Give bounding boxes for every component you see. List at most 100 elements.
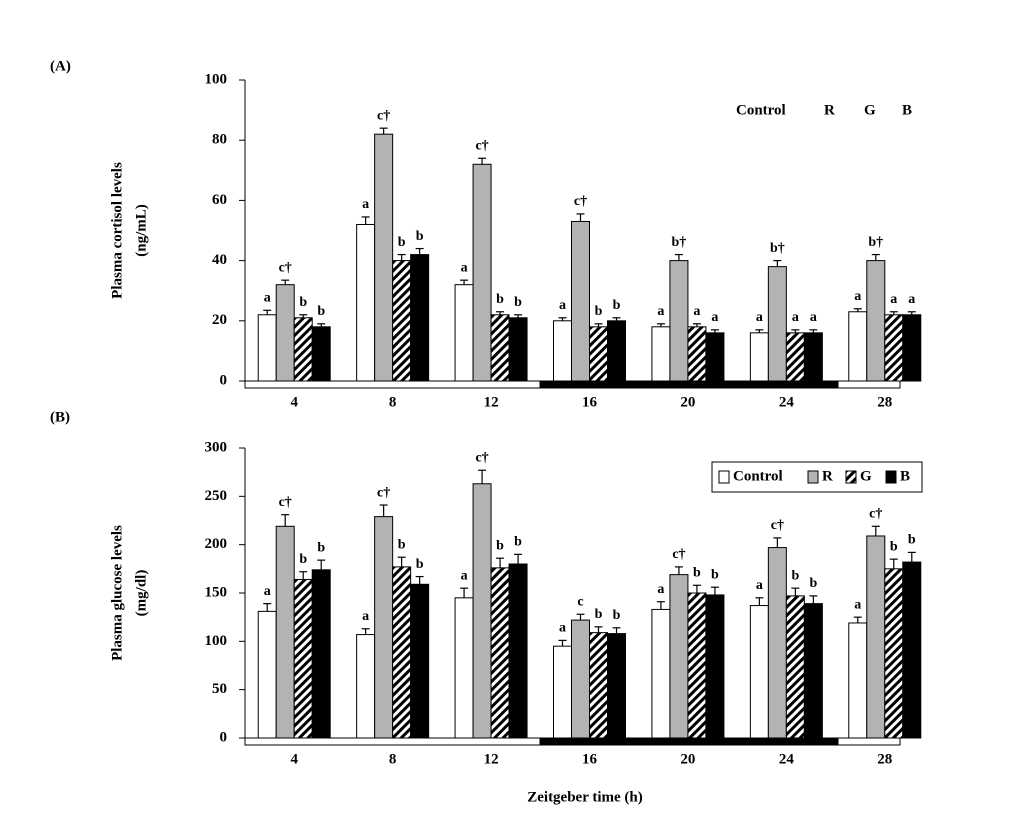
bar — [311, 569, 331, 739]
significance-label: a — [693, 304, 700, 319]
bar — [392, 260, 412, 382]
bar — [803, 603, 823, 739]
x-tick-label: 16 — [582, 751, 598, 767]
significance-label: a — [657, 582, 664, 597]
significance-label: a — [264, 290, 271, 305]
y-tick-label: 250 — [205, 488, 228, 504]
bar — [884, 568, 904, 739]
bar — [607, 633, 626, 739]
significance-label: b — [595, 304, 603, 319]
x-tick-label: 24 — [779, 751, 795, 767]
x-tick-label: 12 — [484, 394, 499, 410]
legend-label: Control — [736, 102, 786, 118]
legend-swatch — [718, 470, 730, 484]
significance-label: c† — [771, 518, 784, 533]
significance-label: c† — [377, 485, 390, 500]
bar — [257, 314, 277, 382]
y-axis-label: (mg/dl) — [133, 570, 149, 617]
bar — [785, 332, 805, 382]
x-tick-label: 4 — [290, 394, 298, 410]
significance-label: c† — [574, 194, 587, 209]
significance-label: a — [756, 310, 763, 325]
bar — [490, 314, 510, 382]
bar — [589, 326, 608, 382]
y-axis-label: Plasma glucose levels — [109, 525, 125, 661]
bar — [651, 608, 671, 739]
light-dark-bar-a — [244, 380, 901, 389]
bar — [293, 578, 313, 739]
bar — [902, 314, 922, 382]
bar — [571, 619, 590, 739]
legend-label: G — [864, 102, 876, 118]
significance-label: b† — [770, 241, 785, 256]
legend-label: B — [900, 468, 910, 484]
significance-label: a — [854, 597, 861, 612]
legend-swatch — [845, 470, 857, 484]
bar — [311, 326, 331, 382]
y-tick-label: 150 — [205, 584, 228, 600]
significance-label: c — [577, 594, 583, 609]
x-tick-label: 4 — [290, 751, 298, 767]
significance-label: a — [657, 304, 664, 319]
bar — [669, 260, 689, 382]
bar — [848, 311, 868, 382]
panel-label: (A) — [50, 58, 71, 74]
significance-label: a — [854, 289, 861, 304]
bar — [454, 284, 474, 382]
bar — [356, 634, 376, 739]
significance-label: c† — [279, 260, 292, 275]
bar — [884, 314, 904, 382]
significance-label: b — [398, 537, 406, 552]
significance-label: b — [299, 295, 307, 310]
significance-label: b — [514, 535, 522, 550]
y-tick-label: 200 — [205, 536, 228, 552]
y-axis-label: Plasma cortisol levels — [109, 162, 125, 299]
significance-label: b — [595, 607, 603, 622]
significance-label: b† — [868, 235, 883, 250]
bar — [410, 583, 430, 739]
x-tick-label: 28 — [877, 394, 892, 410]
significance-label: b — [791, 568, 799, 583]
bar — [848, 622, 868, 739]
x-axis-label: Zeitgeber time (h) — [527, 789, 643, 805]
bar — [669, 574, 689, 739]
significance-label: b — [711, 567, 719, 582]
bar — [866, 535, 886, 739]
significance-label: b — [496, 538, 504, 553]
legend-label: R — [822, 468, 833, 484]
significance-label: a — [559, 621, 566, 636]
bar — [472, 483, 492, 739]
significance-label: c† — [672, 547, 685, 562]
legend-label: G — [860, 468, 872, 484]
significance-label: b — [613, 608, 621, 623]
x-tick-label: 20 — [680, 751, 695, 767]
bar — [749, 605, 769, 739]
significance-label: a — [711, 310, 718, 325]
significance-label: b — [317, 540, 325, 555]
bar — [705, 332, 725, 382]
bar — [687, 326, 707, 382]
legend-swatch — [885, 470, 897, 484]
significance-label: b — [693, 565, 701, 580]
significance-label: c† — [475, 450, 488, 465]
bar — [392, 566, 412, 739]
bar — [866, 260, 886, 382]
x-tick-label: 8 — [389, 751, 397, 767]
bar — [410, 254, 430, 382]
significance-label: b — [809, 576, 817, 591]
bar — [705, 594, 725, 739]
significance-label: c† — [279, 495, 292, 510]
legend-swatch — [807, 470, 819, 484]
y-axis-label: (ng/mL) — [133, 204, 149, 257]
bar — [902, 561, 922, 739]
y-tick-label: 0 — [220, 372, 228, 388]
light-dark-bar-b — [244, 737, 901, 746]
bar — [490, 567, 510, 739]
panel-label: (B) — [50, 409, 70, 425]
bar — [508, 317, 528, 382]
significance-label: a — [810, 310, 817, 325]
significance-label: b — [514, 295, 522, 310]
bar — [293, 317, 313, 382]
legend-label: B — [902, 102, 912, 118]
significance-label: a — [461, 260, 468, 275]
